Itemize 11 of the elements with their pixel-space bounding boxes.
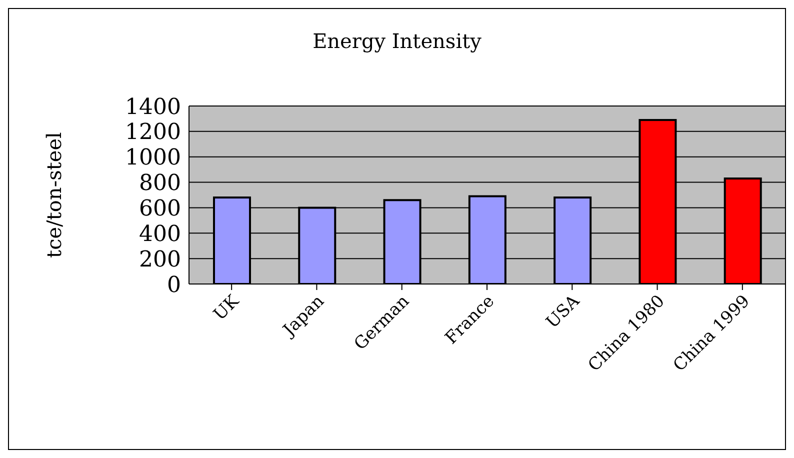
chart-title: Energy Intensity — [312, 29, 482, 53]
y-tick-label: 1400 — [125, 94, 181, 120]
y-tick-label: 400 — [139, 222, 181, 247]
y-tick-label: 800 — [139, 171, 181, 196]
y-tick-label: 0 — [167, 272, 181, 298]
y-tick-label: 1000 — [125, 146, 181, 171]
y-tick-label: 200 — [139, 247, 181, 272]
y-tick-label: 600 — [139, 196, 181, 222]
y-axis-title: tce/ton-steel — [42, 132, 66, 258]
x-tick-label: UK — [210, 291, 244, 325]
y-tick-label: 1200 — [125, 120, 181, 146]
